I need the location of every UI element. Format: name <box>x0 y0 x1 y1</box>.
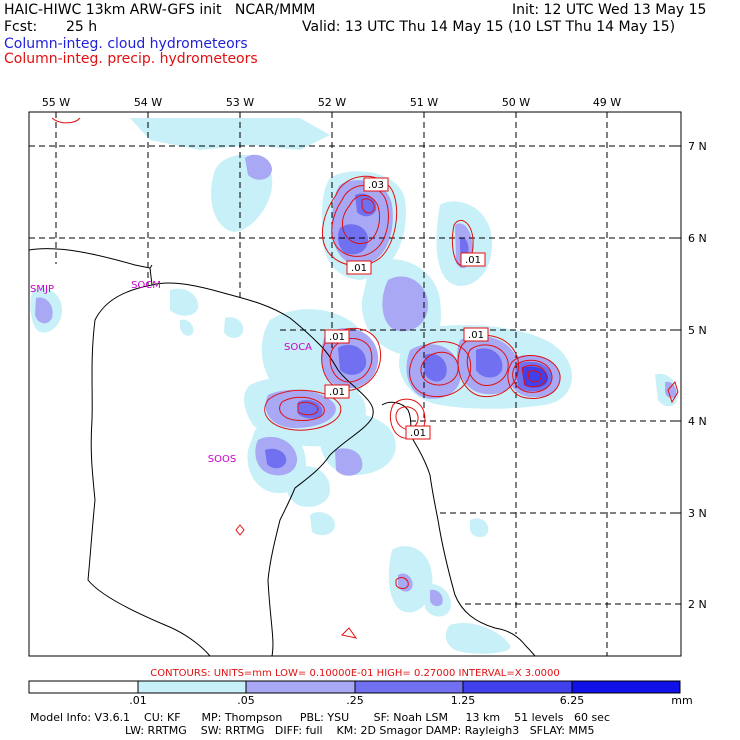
lat-label: 4 N <box>688 415 707 428</box>
contour-label: .01 <box>410 428 426 439</box>
map-title: HAIC-HIWC 13km ARW-GFS init NCAR/MMM <box>4 2 316 18</box>
axis-ticks <box>55 112 681 605</box>
model-info-line2: LW: RRTMG SW: RRTMG DIFF: full KM: 2D Sm… <box>125 724 595 737</box>
lon-label: 50 W <box>502 96 530 109</box>
valid-time: Valid: 13 UTC Thu 14 May 15 (10 LST Thu … <box>302 19 676 35</box>
lon-label: 51 W <box>410 96 438 109</box>
colorbar-label: .01 <box>129 694 147 707</box>
cloud-field-label: Column-integ. cloud hydrometeors <box>4 36 248 52</box>
lon-label: 52 W <box>318 96 346 109</box>
colorbar-label: .25 <box>346 694 364 707</box>
contour-label: .01 <box>468 330 484 341</box>
forecast-hour: 25 h <box>66 19 98 35</box>
colorbar-segment <box>137 680 247 694</box>
colorbar-segment <box>245 680 356 694</box>
precip-contours <box>51 117 679 639</box>
station-label-smjp: SMJP <box>30 284 54 295</box>
forecast-label: Fcst: <box>4 19 38 35</box>
map-frame <box>28 111 682 657</box>
contour-label: .01 <box>329 332 345 343</box>
lon-label: 55 W <box>42 96 70 109</box>
contour-info: CONTOURS: UNITS=mm LOW= 0.10000E-01 HIGH… <box>150 668 560 679</box>
colorbar-label: .05 <box>237 694 255 707</box>
model-info-line1: Model Info: V3.6.1 CU: KF MP: Thompson P… <box>30 711 610 724</box>
lat-label: 6 N <box>688 232 707 245</box>
colorbar-segment <box>354 680 464 694</box>
colorbar <box>28 680 681 694</box>
precip-field-label: Column-integ. precip. hydrometeors <box>4 51 258 67</box>
lat-lon-grid <box>29 112 681 656</box>
contour-label: .03 <box>368 180 384 191</box>
colorbar-units: mm <box>671 694 693 707</box>
contour-value-labels: .03 .01 .01 .01 .01 .01 .01 <box>324 177 489 440</box>
lon-label: 54 W <box>134 96 162 109</box>
colorbar-label: 6.25 <box>559 694 585 707</box>
lon-label: 53 W <box>226 96 254 109</box>
lat-label: 2 N <box>688 598 707 611</box>
lat-label: 7 N <box>688 140 707 153</box>
contour-label: .01 <box>465 255 481 266</box>
colorbar-segment <box>28 680 139 694</box>
contour-label: .01 <box>329 387 345 398</box>
station-label-socm: SOCM <box>131 280 161 291</box>
lon-label: 49 W <box>593 96 621 109</box>
lat-label: 5 N <box>688 324 707 337</box>
colorbar-segment <box>462 680 573 694</box>
contour-label: .01 <box>351 263 367 274</box>
lat-label: 3 N <box>688 507 707 520</box>
station-label-soos: SOOS <box>208 454 236 465</box>
init-time: Init: 12 UTC Wed 13 May 15 <box>512 2 707 18</box>
colorbar-label: 1.25 <box>450 694 476 707</box>
colorbar-segment <box>571 680 681 694</box>
station-label-soca: SOCA <box>284 342 312 353</box>
